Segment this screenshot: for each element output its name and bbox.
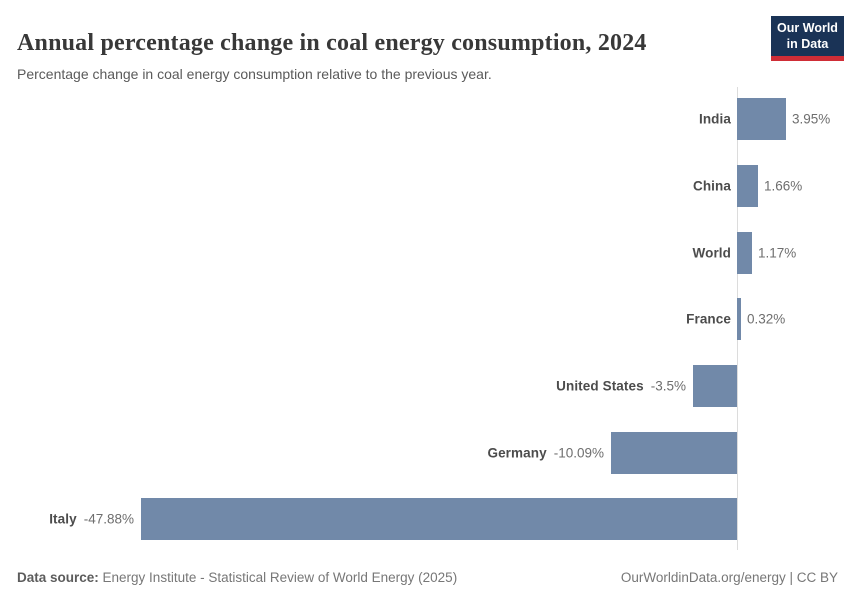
bar[interactable] (737, 98, 786, 140)
bar-row-labels: Italy -47.88% (49, 511, 134, 527)
value-label: 1.17% (758, 244, 797, 260)
value-label: -47.88% (83, 511, 134, 527)
category-label: China (692, 178, 731, 194)
category-label: Germany (487, 444, 547, 460)
bar-row-labels: United States -3.5% (556, 379, 686, 393)
page-title: Annual percentage change in coal energy … (17, 30, 647, 57)
bar[interactable] (611, 432, 737, 474)
data-source-note: Data source: Energy Institute - Statisti… (17, 570, 457, 585)
owid-logo[interactable]: Our World in Data (771, 16, 844, 61)
value-label: 3.95% (792, 111, 831, 127)
category-label: Italy (49, 511, 77, 527)
category-label: World (692, 244, 731, 260)
bar-row-labels: India (699, 112, 731, 126)
value-label: -3.5% (650, 378, 686, 394)
data-source-label: Data source: (17, 570, 99, 585)
category-label: United States (556, 378, 644, 394)
bar[interactable] (141, 498, 737, 540)
value-label: 0.32% (747, 311, 786, 327)
category-label: France (686, 311, 731, 327)
owid-logo-line1: Our World (777, 21, 838, 35)
bar-row-labels: China (693, 179, 731, 193)
owid-logo-line2: in Data (786, 37, 829, 52)
bar[interactable] (693, 365, 737, 407)
category-label: India (698, 111, 731, 127)
bar-row-labels: World (693, 246, 732, 260)
bar-row-labels: France (686, 311, 731, 327)
data-source-text: Energy Institute - Statistical Review of… (98, 570, 458, 585)
value-label: 1.66% (764, 178, 803, 194)
bar[interactable] (737, 165, 758, 207)
bar-row-labels: Germany -10.09% (487, 446, 604, 460)
page-subtitle: Percentage change in coal energy consump… (17, 66, 492, 82)
bar[interactable] (737, 298, 741, 340)
value-label: -10.09% (553, 444, 604, 460)
bar[interactable] (737, 232, 752, 274)
credit-link[interactable]: OurWorldinData.org/energy | CC BY (620, 570, 838, 585)
